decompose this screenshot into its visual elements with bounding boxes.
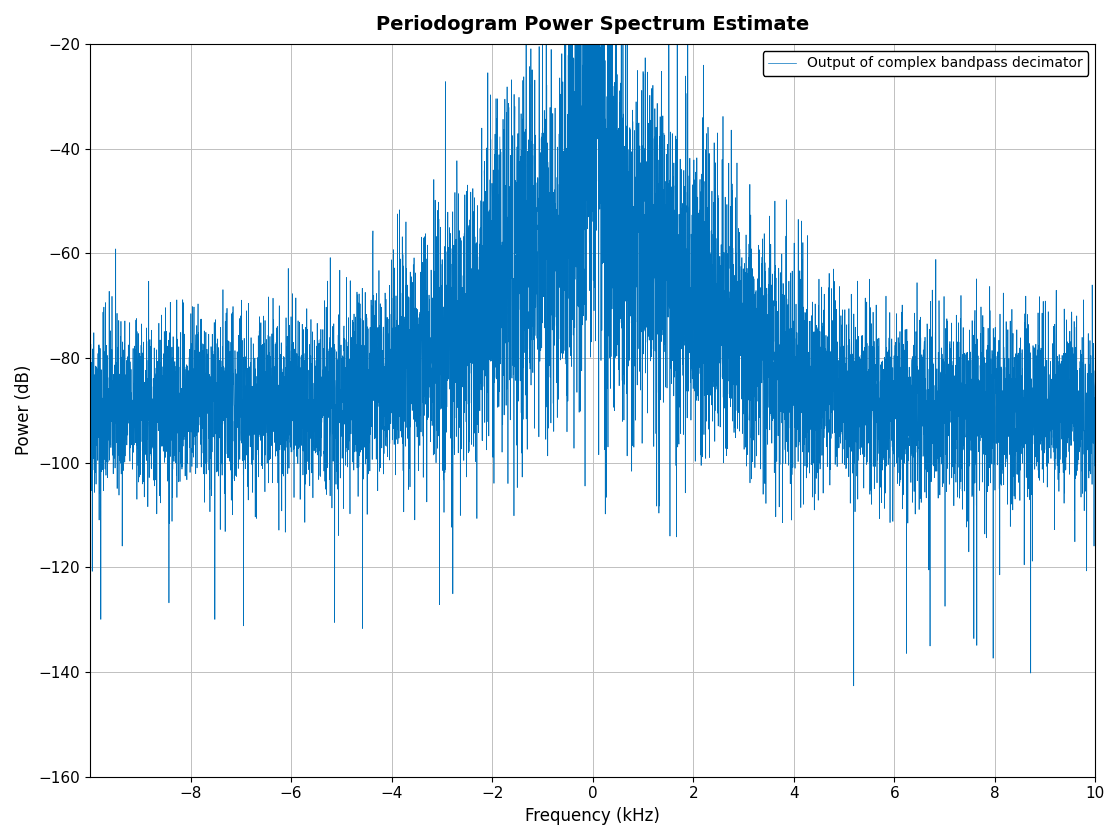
Output of complex bandpass decimator bbox=[618, 245, 632, 255]
Output of complex bandpass decimator bbox=[1089, 423, 1102, 433]
Output of complex bandpass decimator bbox=[83, 385, 96, 395]
Output of complex bandpass decimator bbox=[847, 680, 860, 690]
Legend: Output of complex bandpass decimator: Output of complex bandpass decimator bbox=[763, 51, 1089, 76]
Output of complex bandpass decimator bbox=[942, 387, 955, 397]
Title: Periodogram Power Spectrum Estimate: Periodogram Power Spectrum Estimate bbox=[376, 15, 810, 34]
Output of complex bandpass decimator bbox=[520, 39, 533, 49]
Y-axis label: Power (dB): Power (dB) bbox=[15, 365, 32, 455]
X-axis label: Frequency (kHz): Frequency (kHz) bbox=[525, 807, 660, 825]
Output of complex bandpass decimator bbox=[810, 425, 823, 435]
Line: Output of complex bandpass decimator: Output of complex bandpass decimator bbox=[90, 44, 1095, 685]
Output of complex bandpass decimator bbox=[502, 98, 515, 108]
Output of complex bandpass decimator bbox=[493, 219, 506, 229]
Output of complex bandpass decimator bbox=[385, 358, 399, 368]
